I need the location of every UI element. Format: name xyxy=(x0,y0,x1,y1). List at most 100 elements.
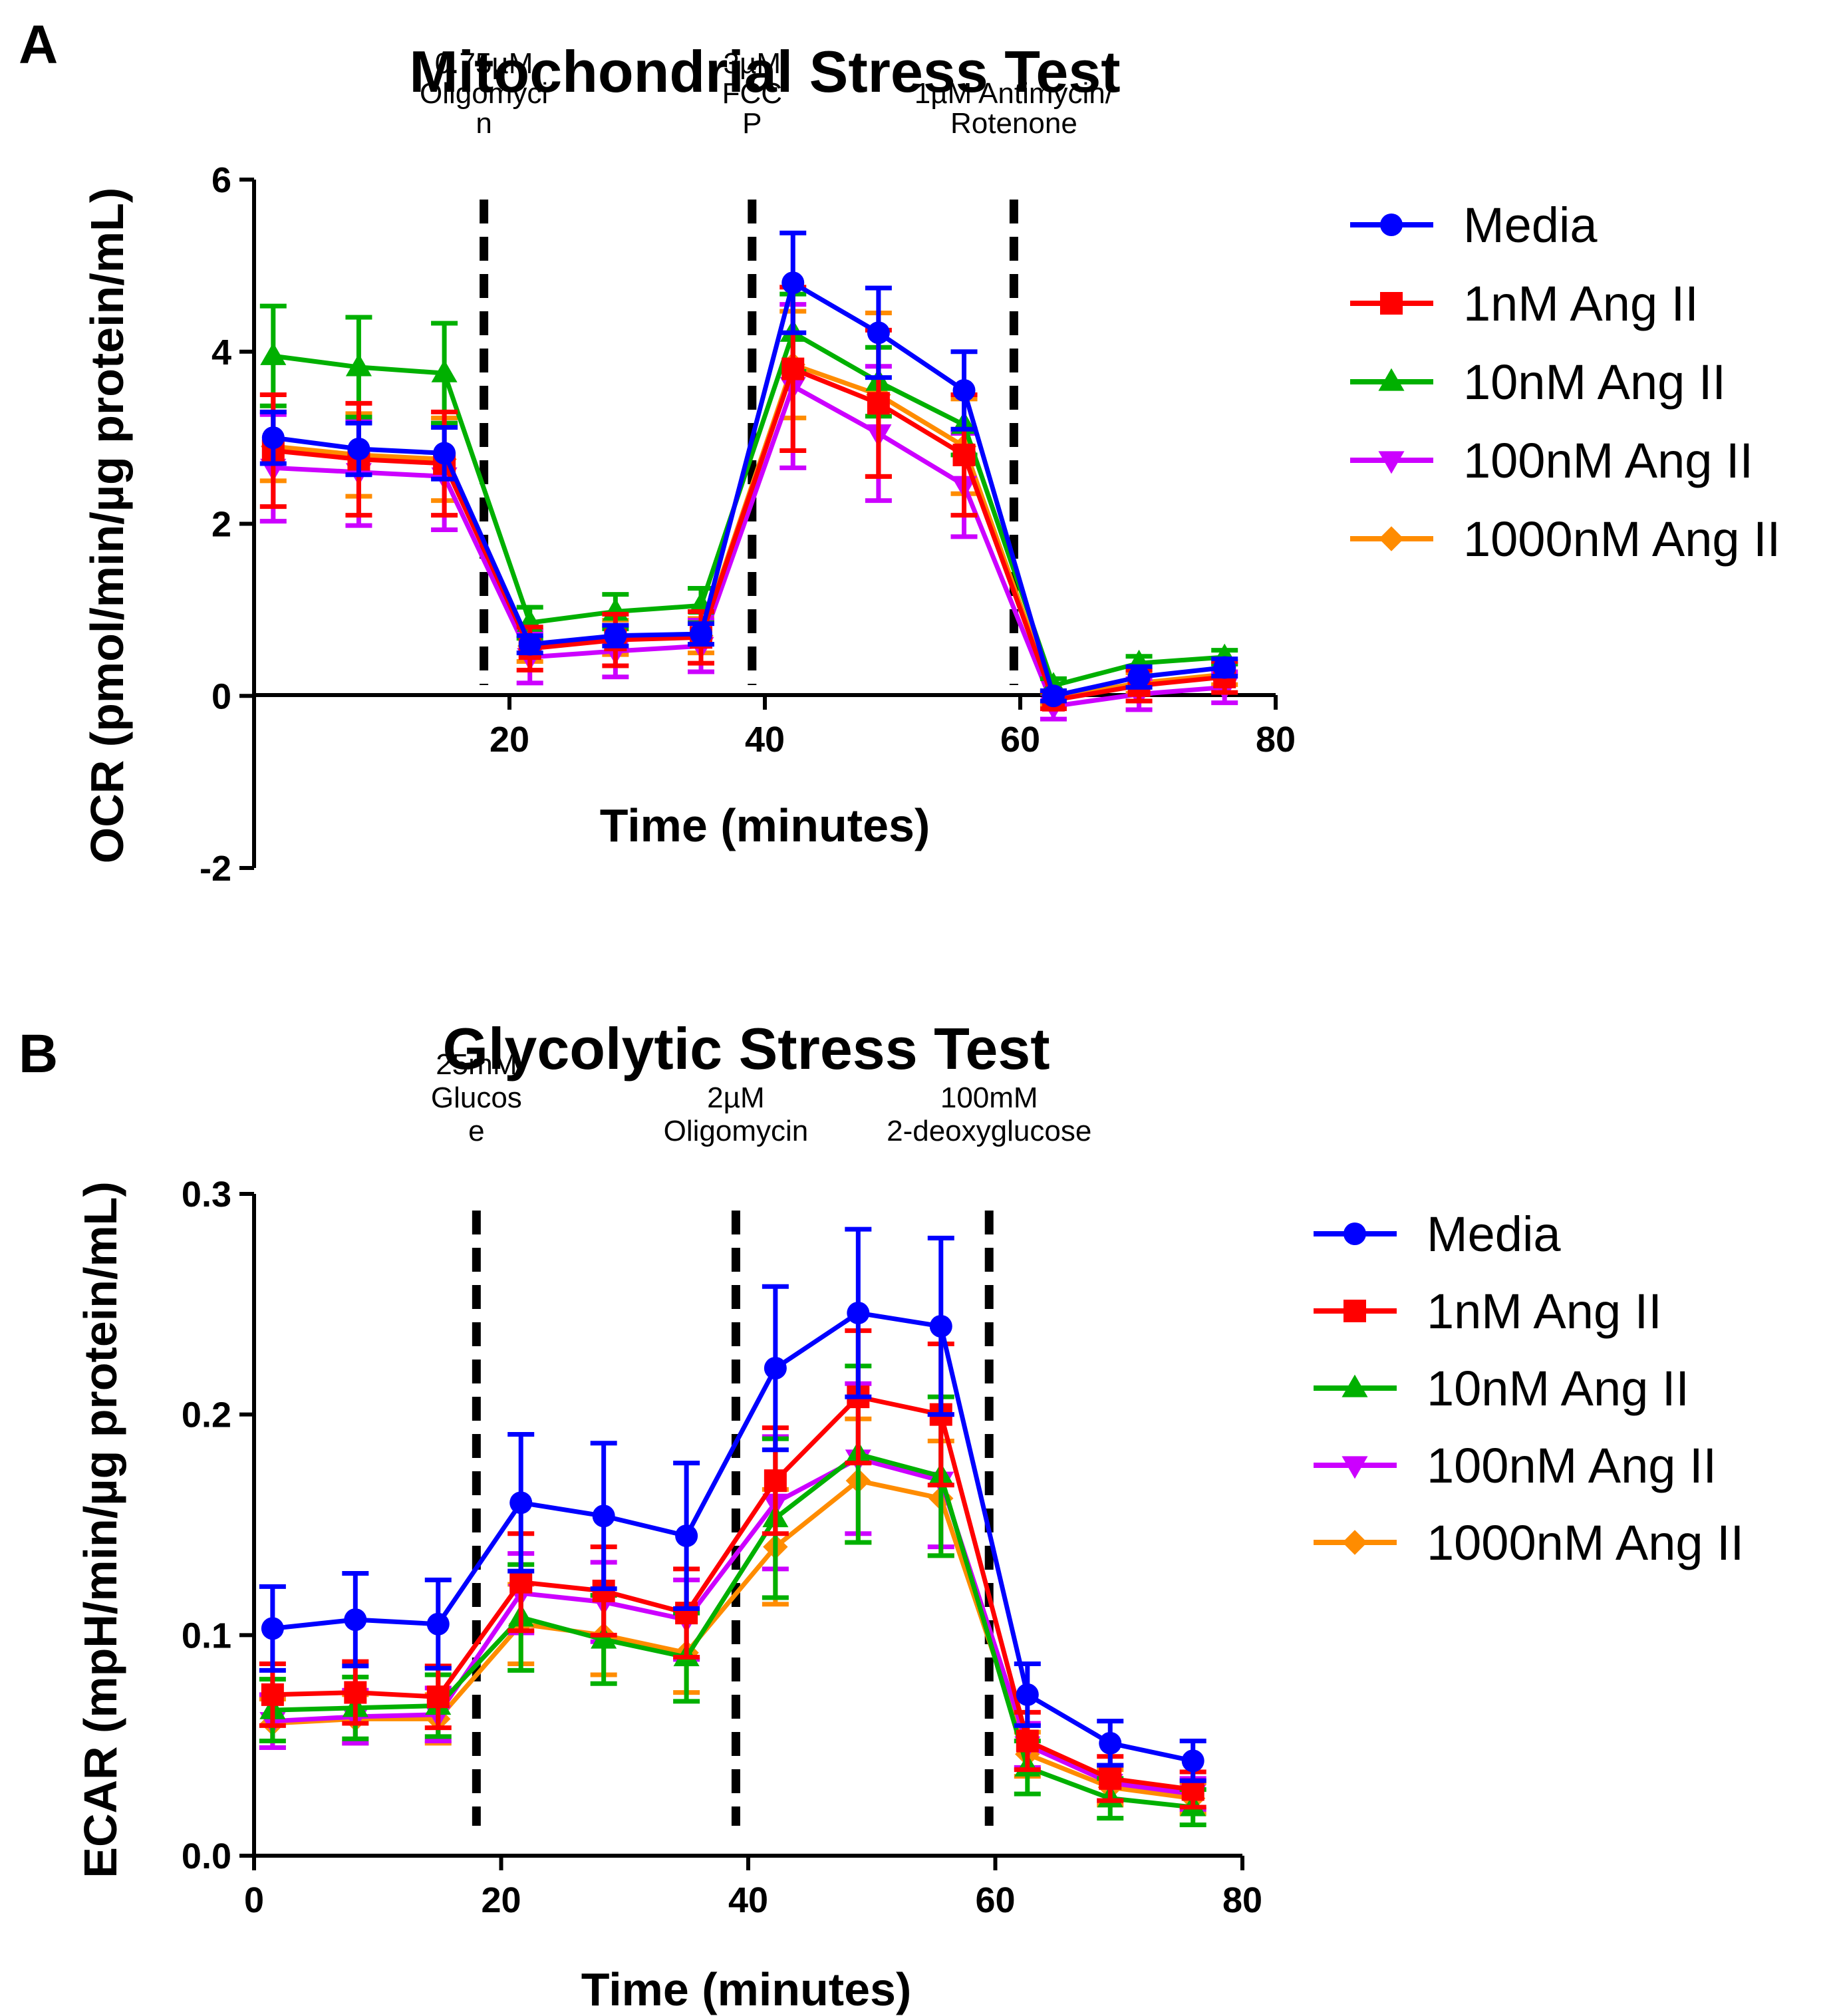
data-point xyxy=(1042,684,1065,708)
x-tick-label: 20 xyxy=(481,1880,521,1920)
injection-label: Rotenone xyxy=(950,107,1077,140)
legend-swatch-marker xyxy=(1342,1530,1367,1555)
injection-label: 2µM xyxy=(707,1081,764,1114)
data-point xyxy=(1213,656,1236,679)
injection-label: Oligomycin xyxy=(664,1115,809,1147)
data-point xyxy=(509,1491,533,1514)
y-tick-label: 0.2 xyxy=(182,1395,231,1435)
legend-label: 1000nM Ang II xyxy=(1463,511,1780,567)
chart-panel-b: B Glycolytic Stress Test 0.0 0.1 0.2 0.3 0 20 40… xyxy=(19,1016,1744,2015)
chart-panel-a: A Mitochondrial Stress Test -2 0 2 4 6 20 40 60 80… xyxy=(19,15,1780,889)
data-point xyxy=(433,442,456,465)
series-line xyxy=(273,330,1225,688)
y-axis-label: ECAR (mpH/min/µg protein/mL) xyxy=(74,1181,126,1878)
data-point xyxy=(675,1524,698,1548)
legend-swatch-marker xyxy=(1341,1374,1368,1397)
series-line xyxy=(273,384,1225,709)
data-point xyxy=(426,1685,450,1709)
legend-label: 10nM Ang II xyxy=(1463,355,1726,410)
data-point xyxy=(1016,1683,1039,1706)
data-point xyxy=(509,1570,533,1594)
data-point xyxy=(847,1302,870,1325)
y-tick-label: 0.0 xyxy=(182,1836,231,1876)
series-media xyxy=(259,230,1238,708)
data-point xyxy=(347,437,370,460)
data-point xyxy=(604,624,627,647)
data-point xyxy=(764,1357,787,1380)
legend-swatch-marker xyxy=(1379,526,1404,551)
data-point xyxy=(781,271,805,295)
legend-swatch-marker xyxy=(1341,1456,1368,1479)
injection-label: 0.75µM xyxy=(435,47,533,80)
data-point xyxy=(867,392,890,415)
chart-title: Mitochondrial Stress Test xyxy=(409,39,1120,104)
injection-label: 3µM xyxy=(724,47,781,80)
data-point xyxy=(1181,1749,1204,1773)
x-tick-label: 40 xyxy=(728,1880,768,1920)
legend-label: Media xyxy=(1463,198,1598,253)
data-point xyxy=(1127,665,1151,688)
injection-label: P xyxy=(742,107,762,140)
legend-swatch-marker xyxy=(1343,1300,1366,1322)
series-line xyxy=(272,1451,1194,1810)
series-line xyxy=(272,1478,1194,1801)
data-point xyxy=(261,426,285,450)
data-point xyxy=(952,378,976,402)
data-point xyxy=(781,357,805,380)
x-tick-label: 20 xyxy=(490,720,529,760)
series-line xyxy=(272,1394,1194,1792)
data-point xyxy=(764,1469,787,1493)
data-point xyxy=(1099,1767,1122,1790)
panel-letter: B xyxy=(19,1024,58,1084)
injection-label: Oligomyci xyxy=(420,77,548,110)
legend-swatch-marker xyxy=(1380,214,1403,236)
legend-label: 10nM Ang II xyxy=(1427,1361,1689,1416)
injection-label: 100mM xyxy=(940,1081,1038,1114)
injection-label: e xyxy=(468,1115,484,1147)
legend-label: 100nM Ang II xyxy=(1427,1438,1717,1493)
data-point xyxy=(952,444,976,466)
y-tick-label: 0 xyxy=(212,676,231,716)
x-axis-label: Time (minutes) xyxy=(600,799,930,851)
injection-label: FCC xyxy=(722,77,782,110)
x-tick-label: 80 xyxy=(1256,720,1296,760)
x-tick-label: 0 xyxy=(244,1880,264,1920)
legend: Media 1nM Ang II 10nM Ang II 100nM Ang II 10… xyxy=(1350,198,1780,567)
data-point xyxy=(261,1617,284,1640)
legend-swatch-marker xyxy=(1343,1223,1366,1245)
legend-label: 1nM Ang II xyxy=(1427,1284,1662,1339)
legend-swatch-marker xyxy=(1380,292,1403,315)
injection-label: 1µM Antimycin/ xyxy=(915,77,1114,110)
x-tick-label: 60 xyxy=(975,1880,1015,1920)
data-point xyxy=(929,1315,952,1338)
series-media xyxy=(259,1226,1206,1783)
x-tick-label: 40 xyxy=(745,720,785,760)
legend-swatch-marker xyxy=(1378,451,1405,474)
injection-label: n xyxy=(476,107,492,140)
series-line xyxy=(272,1310,1194,1763)
series-line xyxy=(273,280,1225,698)
data-point xyxy=(344,1681,367,1704)
data-point xyxy=(867,321,890,345)
x-axis-label: Time (minutes) xyxy=(581,1963,912,2015)
y-tick-label: 0.1 xyxy=(182,1616,231,1656)
injection-label: Glucos xyxy=(431,1081,522,1114)
panel-letter: A xyxy=(19,15,58,75)
legend-label: Media xyxy=(1427,1207,1561,1262)
legend-label: 100nM Ang II xyxy=(1463,433,1753,488)
series-line xyxy=(273,366,1225,703)
injection-label: 25mM xyxy=(436,1048,517,1081)
legend-label: 1000nM Ang II xyxy=(1427,1515,1744,1570)
chart-title: Glycolytic Stress Test xyxy=(443,1016,1050,1081)
x-tick-label: 80 xyxy=(1222,1880,1262,1920)
data-point xyxy=(1016,1729,1039,1753)
data-point xyxy=(344,1608,367,1632)
y-tick-label: 2 xyxy=(212,505,231,545)
data-point xyxy=(690,623,712,646)
legend-label: 1nM Ang II xyxy=(1463,276,1699,331)
data-point xyxy=(1099,1731,1122,1755)
y-axis-label: OCR (pmol/min/µg protein/mL) xyxy=(81,188,133,863)
y-tick-label: -2 xyxy=(200,849,231,889)
data-point xyxy=(431,359,458,382)
